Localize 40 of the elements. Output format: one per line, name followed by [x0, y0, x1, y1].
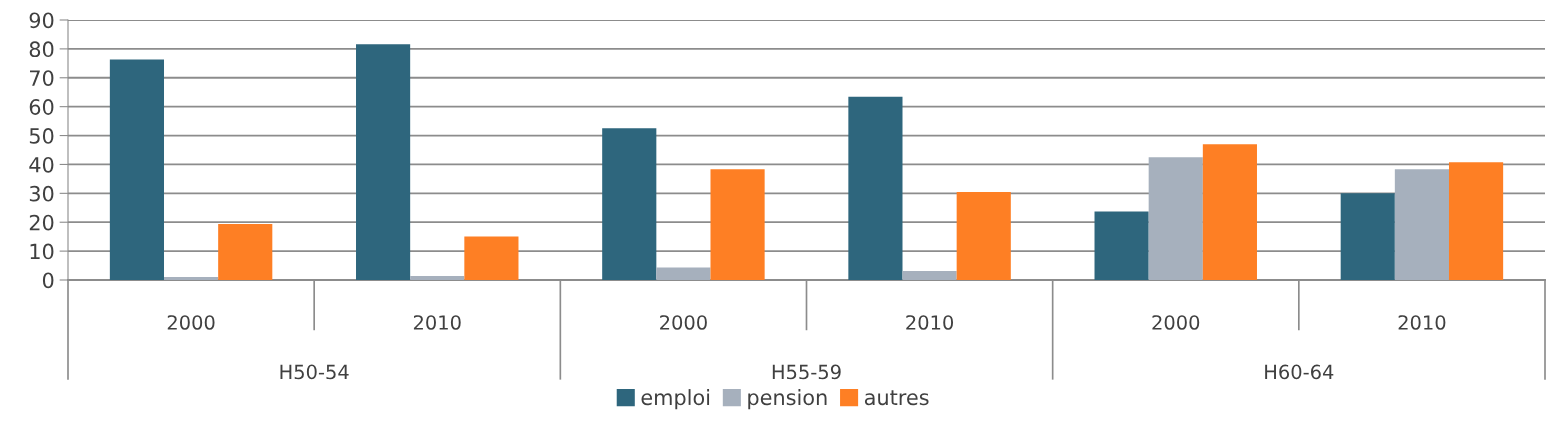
- legend-label: emploi: [641, 389, 710, 410]
- bar: [1094, 211, 1149, 280]
- bar: [356, 44, 411, 280]
- y-tick-label: 50: [29, 128, 54, 144]
- text: H60-64: [1265, 364, 1334, 380]
- text: H50-54: [280, 364, 349, 380]
- bar: [164, 277, 219, 280]
- y-tick-label: 80: [29, 41, 54, 58]
- legend-label: autres: [864, 390, 929, 406]
- x-tick-label: 2000: [1152, 315, 1200, 330]
- bar: [956, 191, 1011, 280]
- legend-label: pension: [748, 389, 827, 410]
- y-tick-label: 0: [42, 272, 54, 289]
- bar: [410, 275, 465, 280]
- text: H55-59: [772, 364, 841, 380]
- y-tick-label: 90: [29, 12, 54, 29]
- bar: [1148, 157, 1203, 280]
- bar: [1202, 144, 1257, 280]
- bar: [464, 236, 519, 280]
- x-tick-label: 2010: [906, 315, 954, 330]
- bar: [109, 59, 165, 280]
- x-tick-label: 2010: [1398, 315, 1446, 330]
- x-tick-label: 2000: [167, 315, 215, 330]
- bar: [1449, 162, 1504, 280]
- x-tick-label: 2010: [413, 315, 461, 330]
- y-tick-label: 60: [29, 99, 54, 115]
- bar: [848, 96, 903, 280]
- bar: [656, 267, 711, 280]
- y-tick-label: 10: [30, 243, 54, 260]
- y-tick-label: 20: [29, 214, 54, 231]
- x-tick-label: 2000: [660, 315, 707, 330]
- bar: [1394, 169, 1449, 280]
- bar: [602, 128, 657, 280]
- y-tick-label: 30: [29, 185, 54, 202]
- bar: [710, 169, 765, 280]
- bar: [902, 271, 957, 280]
- y-tick-label: 70: [30, 70, 54, 86]
- y-tick-label: 40: [29, 156, 54, 173]
- bar: [218, 223, 273, 280]
- bar: [1340, 193, 1395, 280]
